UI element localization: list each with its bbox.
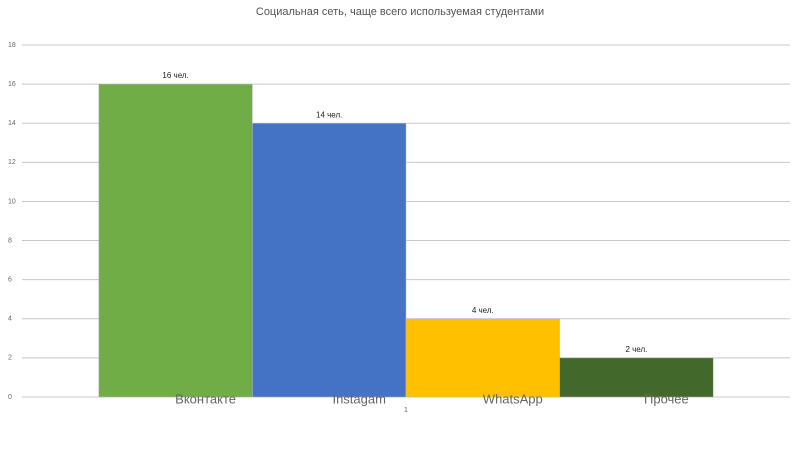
bar (405, 318, 560, 398)
data-label: 16 чел. (162, 71, 188, 80)
y-tick-label: 12 (8, 159, 16, 166)
x-tick-label: 1 (404, 407, 408, 414)
bar (559, 357, 714, 398)
data-label: 4 чел. (472, 306, 494, 315)
y-tick-label: 16 (8, 81, 16, 88)
legend-label: Вконтакте (175, 391, 236, 406)
legend-label: Прочее (644, 391, 689, 406)
y-tick-label: 2 (8, 355, 12, 362)
data-label: 2 чел. (625, 345, 647, 354)
y-tick-label: 10 (8, 198, 16, 205)
y-tick-label: 8 (8, 237, 12, 244)
chart-title: Социальная сеть, чаще всего используемая… (256, 6, 544, 18)
data-label: 14 чел. (316, 110, 342, 119)
bar (98, 83, 253, 398)
y-tick-label: 4 (8, 316, 12, 323)
legend-label: Instagam (332, 391, 385, 406)
legend-label: WhatsApp (483, 391, 543, 406)
y-tick-label: 18 (8, 42, 16, 49)
y-tick-label: 0 (8, 394, 12, 401)
y-tick-label: 6 (8, 277, 12, 284)
y-tick-label: 14 (8, 120, 16, 127)
bar (252, 122, 407, 398)
